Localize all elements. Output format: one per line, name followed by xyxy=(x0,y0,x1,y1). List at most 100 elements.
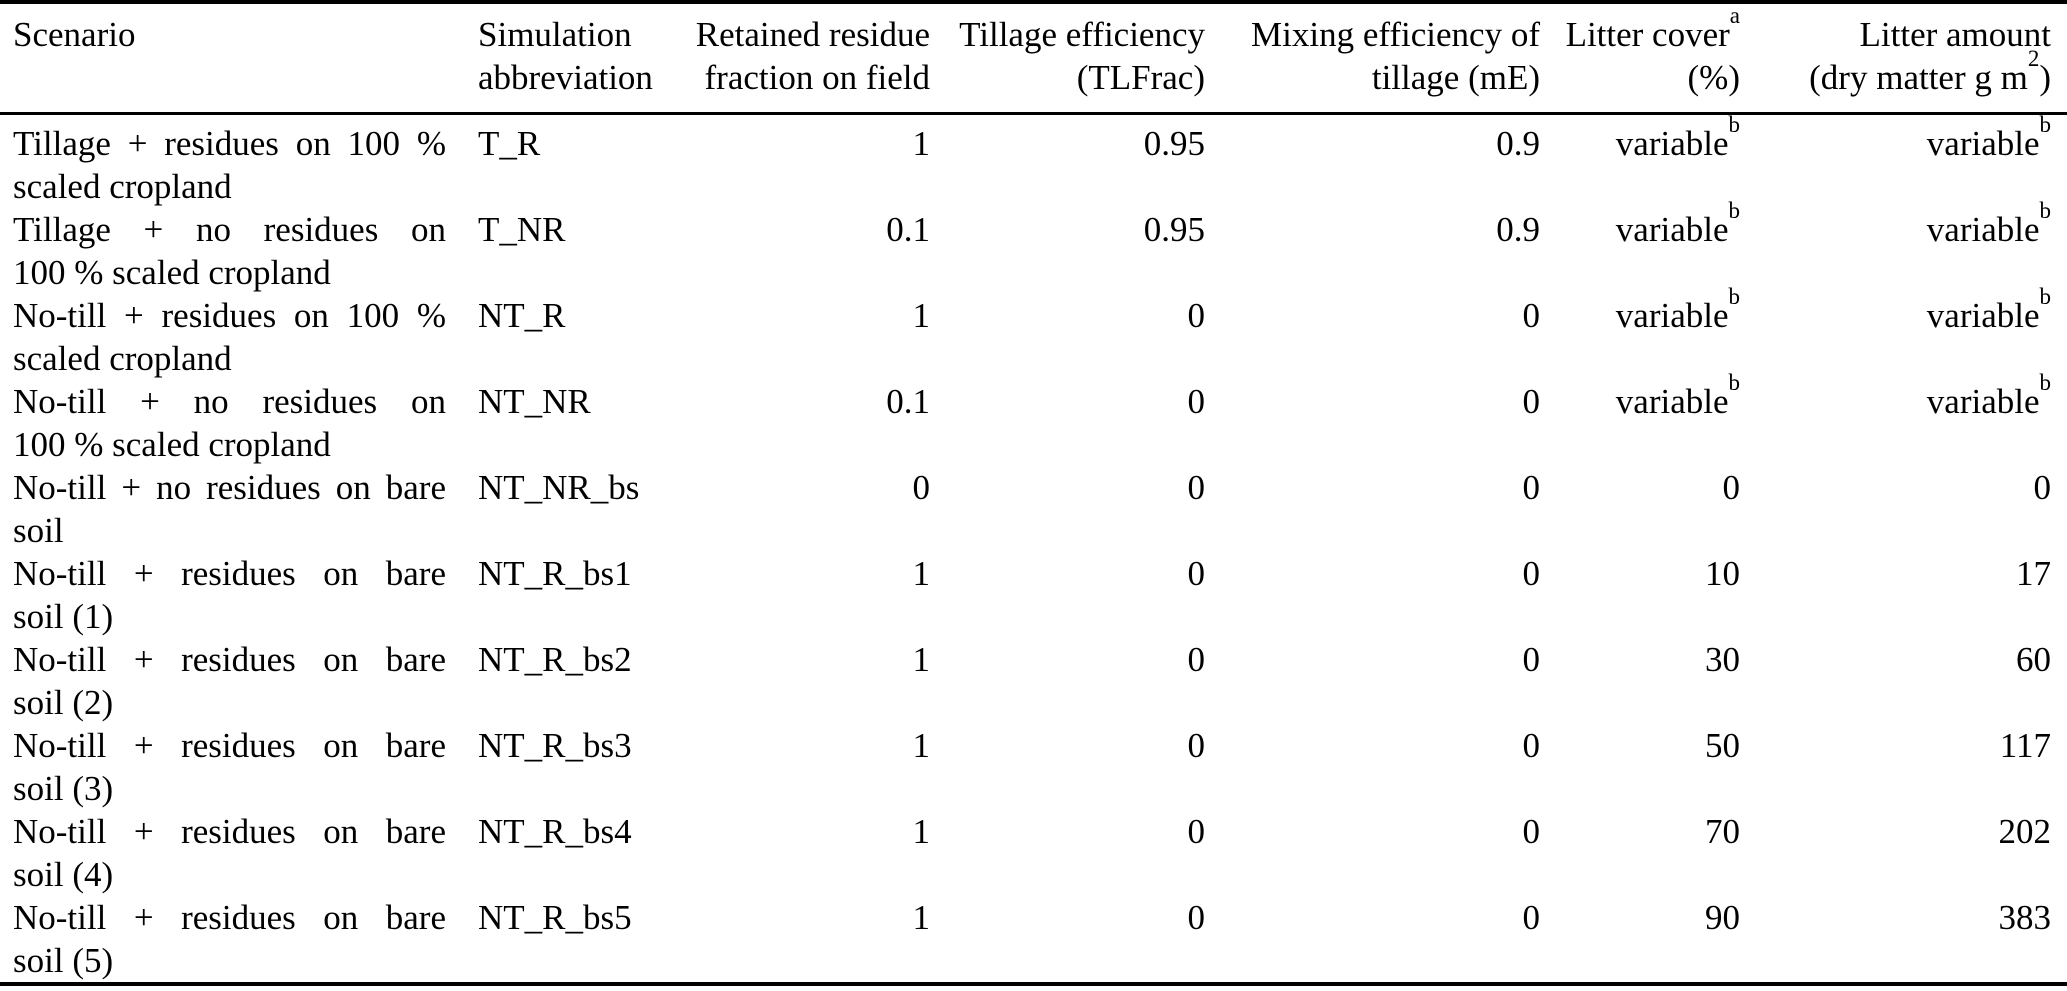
mixing-efficiency-cell: 0.9 xyxy=(1496,210,1540,249)
header-text: Simulation xyxy=(478,15,632,54)
litter-cover-cell: 0 xyxy=(1540,466,1741,552)
table-row: No-till + residues on bare soil (1) NT_R_… xyxy=(0,552,2067,638)
litter-cover-cell: 70 xyxy=(1540,810,1740,896)
scenario-cell: Tillage + residues on 100 % scaled cropla… xyxy=(0,114,460,209)
header-text: (dry matter g m xyxy=(1809,58,2028,97)
header-row: Scenario Simulation abbreviation Retaine… xyxy=(0,2,2067,115)
header-text: abbreviation xyxy=(478,58,653,97)
mixing-efficiency-cell: 0 xyxy=(1522,898,1541,937)
cell-superscript: b xyxy=(2039,198,2052,223)
scenario-line2: soil (1) xyxy=(13,597,114,636)
scenario-line1: No-till + no residues on bare xyxy=(13,468,446,507)
scenario-line1: Tillage + residues on 100 % xyxy=(13,124,446,163)
cell-text: 202 xyxy=(1998,812,2052,851)
cell-superscript: b xyxy=(2039,370,2052,395)
cell-text: 70 xyxy=(1705,812,1740,851)
tlfrac-cell: 0 xyxy=(1187,812,1206,851)
retained-residue-cell: 1 xyxy=(912,640,931,679)
header-text: fraction on field xyxy=(704,58,930,97)
litter-amount-cell: 383 xyxy=(1740,896,2067,984)
scenario-cell: No-till + residues on 100 % scaled cropla… xyxy=(0,294,460,380)
scenario-cell: No-till + residues on bare soil (5) xyxy=(0,896,460,984)
col-header-simulation-abbreviation: Simulation abbreviation xyxy=(460,2,653,115)
col-header-litter-cover: Litter covera (%) xyxy=(1540,2,1740,115)
litter-cover-cell: 50 xyxy=(1540,724,1740,810)
header-line1: Tillage efficiency xyxy=(930,13,1205,56)
scenario-cell: Tillage + no residues on 100 % scaled cro… xyxy=(0,208,460,294)
scenario-line1: Tillage + no residues on xyxy=(13,210,446,249)
retained-residue-cell: 1 xyxy=(912,554,931,593)
tlfrac-cell: 0 xyxy=(1187,468,1206,507)
scenario-line1: No-till + residues on bare xyxy=(13,726,446,765)
cell-text: variable xyxy=(1615,296,1729,335)
abbreviation-cell: T_R xyxy=(478,124,541,163)
abbreviation-cell: NT_NR_bs xyxy=(478,468,640,507)
litter-cover-cell: variableb xyxy=(1540,285,1740,380)
tlfrac-cell: 0 xyxy=(1187,898,1206,937)
abbreviation-cell: NT_R_bs4 xyxy=(478,812,632,851)
mixing-efficiency-cell: 0 xyxy=(1522,468,1541,507)
cell-text: variable xyxy=(1926,296,2040,335)
cell-superscript: b xyxy=(2039,112,2052,137)
header-line2: (TLFrac) xyxy=(930,56,1205,99)
cell-text: variable xyxy=(1615,210,1729,249)
cell-text: 60 xyxy=(2016,640,2051,679)
cell-text: variable xyxy=(1615,382,1729,421)
scenario-line1: No-till + residues on bare xyxy=(13,554,446,593)
cell-text: 50 xyxy=(1705,726,1740,765)
abbreviation-cell: NT_NR xyxy=(478,382,591,421)
litter-amount-cell: 202 xyxy=(1740,810,2067,896)
scenario-line2: scaled cropland xyxy=(13,167,232,206)
cell-text: variable xyxy=(1615,124,1729,163)
header-text: tillage (mE) xyxy=(1371,58,1540,97)
scenario-line1: No-till + residues on 100 % xyxy=(13,296,446,335)
mixing-efficiency-cell: 0 xyxy=(1522,382,1541,421)
tlfrac-cell: 0 xyxy=(1187,640,1206,679)
cell-text: variable xyxy=(1926,124,2040,163)
retained-residue-cell: 0 xyxy=(912,468,931,507)
scenario-line1: No-till + residues on bare xyxy=(13,898,446,937)
col-header-retained-residue-fraction: Retained residue fraction on field xyxy=(640,2,930,115)
header-superscript: a xyxy=(1729,3,1740,28)
litter-cover-cell: 10 xyxy=(1540,552,1740,638)
abbreviation-cell: NT_R_bs3 xyxy=(478,726,632,765)
header-line1: Simulation xyxy=(478,13,634,56)
tlfrac-cell: 0 xyxy=(1187,726,1206,765)
retained-residue-cell: 1 xyxy=(912,898,931,937)
tlfrac-cell: 0 xyxy=(1187,554,1206,593)
scenario-line2: soil (5) xyxy=(13,941,114,980)
mixing-efficiency-cell: 0 xyxy=(1522,554,1541,593)
litter-amount-cell: 60 xyxy=(1740,638,2067,724)
scenario-cell: No-till + residues on bare soil (3) xyxy=(0,724,460,810)
retained-residue-cell: 1 xyxy=(912,812,931,851)
litter-amount-cell: variableb xyxy=(1740,285,2067,380)
mixing-efficiency-cell: 0 xyxy=(1522,296,1541,335)
retained-residue-cell: 1 xyxy=(912,726,931,765)
header-line1: Scenario xyxy=(13,13,446,56)
cell-superscript: b xyxy=(1728,284,1741,309)
mixing-efficiency-cell: 0.9 xyxy=(1496,124,1540,163)
col-header-tillage-efficiency: Tillage efficiency (TLFrac) xyxy=(930,2,1205,115)
header-text: Scenario xyxy=(13,15,136,54)
table-row: No-till + residues on bare soil (3) NT_R_… xyxy=(0,724,2067,810)
cell-text: 0 xyxy=(1722,468,1741,507)
scenario-line2: scaled cropland xyxy=(13,339,232,378)
tlfrac-cell: 0 xyxy=(1187,382,1206,421)
abbreviation-cell: T_NR xyxy=(478,210,566,249)
table-row: Tillage + no residues on 100 % scaled cro… xyxy=(0,199,2067,294)
header-line1: Litter covera xyxy=(1540,4,1740,56)
retained-residue-cell: 0.1 xyxy=(886,210,930,249)
abbreviation-cell: NT_R xyxy=(478,296,566,335)
header-text: Litter cover xyxy=(1565,15,1730,54)
retained-residue-cell: 1 xyxy=(912,124,931,163)
mixing-efficiency-cell: 0 xyxy=(1522,812,1541,851)
table-row: No-till + residues on bare soil (5) NT_R_… xyxy=(0,896,2067,984)
table-body: Tillage + residues on 100 % scaled cropla… xyxy=(0,112,2067,985)
header-line2: tillage (mE) xyxy=(1205,56,1540,99)
col-header-scenario: Scenario xyxy=(0,2,460,115)
scenario-line2: soil (2) xyxy=(13,683,114,722)
header-line1: Retained residue xyxy=(640,13,930,56)
scenario-line1: No-till + no residues on xyxy=(13,382,446,421)
cell-superscript: b xyxy=(2039,284,2052,309)
